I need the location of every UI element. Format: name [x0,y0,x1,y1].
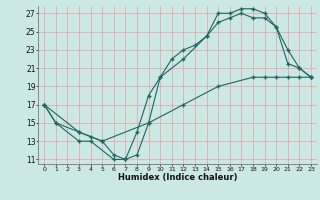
X-axis label: Humidex (Indice chaleur): Humidex (Indice chaleur) [118,173,237,182]
